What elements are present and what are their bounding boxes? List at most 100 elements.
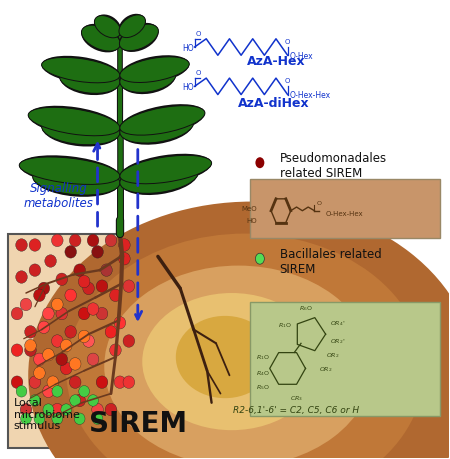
Ellipse shape <box>65 290 76 302</box>
Ellipse shape <box>28 202 450 459</box>
Text: $OR_2$: $OR_2$ <box>319 364 333 373</box>
Text: SIREM: SIREM <box>89 409 187 437</box>
Ellipse shape <box>20 403 32 416</box>
Ellipse shape <box>34 290 45 302</box>
Ellipse shape <box>74 413 85 425</box>
Text: AzA-Hex: AzA-Hex <box>247 55 306 68</box>
Ellipse shape <box>51 235 63 247</box>
FancyBboxPatch shape <box>8 234 248 448</box>
Ellipse shape <box>118 239 130 252</box>
Ellipse shape <box>28 108 120 136</box>
Ellipse shape <box>28 106 120 138</box>
Ellipse shape <box>87 235 99 247</box>
Ellipse shape <box>120 111 194 146</box>
Ellipse shape <box>88 395 99 406</box>
Ellipse shape <box>96 280 108 293</box>
Text: $OR_2$: $OR_2$ <box>326 351 339 359</box>
Ellipse shape <box>256 158 264 169</box>
Ellipse shape <box>61 404 72 415</box>
Ellipse shape <box>81 26 120 52</box>
Text: Pseudomonadales
related SIREM: Pseudomonadales related SIREM <box>279 151 387 179</box>
Ellipse shape <box>118 15 146 39</box>
Ellipse shape <box>78 276 90 288</box>
Ellipse shape <box>78 330 90 343</box>
Ellipse shape <box>87 303 99 316</box>
Text: O-Hex-Hex: O-Hex-Hex <box>290 91 331 100</box>
Ellipse shape <box>120 156 212 185</box>
Ellipse shape <box>120 162 198 194</box>
Ellipse shape <box>69 235 81 247</box>
Ellipse shape <box>29 264 41 277</box>
Ellipse shape <box>25 340 36 352</box>
Text: HO: HO <box>182 83 194 92</box>
Ellipse shape <box>38 283 50 295</box>
Text: Local
microbiome
stimulus: Local microbiome stimulus <box>14 397 80 430</box>
Ellipse shape <box>41 113 120 147</box>
Text: O: O <box>195 31 201 37</box>
Ellipse shape <box>41 56 120 85</box>
Ellipse shape <box>16 239 27 252</box>
Ellipse shape <box>110 344 121 357</box>
Ellipse shape <box>43 385 54 397</box>
Ellipse shape <box>120 56 189 85</box>
Text: Signalling
metabolites: Signalling metabolites <box>24 181 94 209</box>
Ellipse shape <box>56 274 68 286</box>
Ellipse shape <box>92 246 104 258</box>
Text: HO: HO <box>182 44 194 52</box>
Ellipse shape <box>16 271 27 284</box>
Ellipse shape <box>41 115 120 146</box>
Ellipse shape <box>41 58 120 84</box>
Ellipse shape <box>20 298 32 311</box>
Ellipse shape <box>16 386 27 397</box>
Ellipse shape <box>114 317 126 329</box>
Ellipse shape <box>94 16 121 40</box>
Ellipse shape <box>176 316 274 398</box>
Ellipse shape <box>105 235 117 247</box>
Ellipse shape <box>118 253 130 265</box>
Ellipse shape <box>105 326 117 338</box>
Ellipse shape <box>120 105 205 137</box>
Ellipse shape <box>52 386 63 397</box>
Ellipse shape <box>65 246 76 258</box>
Ellipse shape <box>60 363 72 375</box>
Text: $OR_4$': $OR_4$' <box>330 319 346 327</box>
Ellipse shape <box>51 335 63 347</box>
Ellipse shape <box>104 266 373 459</box>
Ellipse shape <box>92 413 103 425</box>
Ellipse shape <box>59 64 120 96</box>
Text: O-Hex: O-Hex <box>290 52 314 61</box>
Ellipse shape <box>11 376 23 389</box>
Ellipse shape <box>120 65 176 93</box>
Ellipse shape <box>43 404 54 415</box>
Text: $R_4$O: $R_4$O <box>256 369 270 378</box>
Ellipse shape <box>120 112 194 144</box>
Text: $R_6$O: $R_6$O <box>298 304 312 313</box>
Ellipse shape <box>52 413 63 425</box>
Ellipse shape <box>110 290 121 302</box>
Ellipse shape <box>123 335 135 347</box>
Ellipse shape <box>47 376 58 389</box>
Text: $CR_3$: $CR_3$ <box>290 394 303 403</box>
Text: O: O <box>316 201 321 206</box>
Ellipse shape <box>21 413 32 425</box>
Ellipse shape <box>101 264 112 277</box>
Ellipse shape <box>51 298 63 311</box>
Ellipse shape <box>59 66 120 94</box>
Ellipse shape <box>34 367 45 380</box>
Ellipse shape <box>114 376 126 389</box>
Ellipse shape <box>96 308 108 320</box>
Text: O: O <box>285 78 290 84</box>
Ellipse shape <box>120 63 176 95</box>
FancyBboxPatch shape <box>250 179 440 239</box>
Ellipse shape <box>51 403 63 416</box>
Text: HO: HO <box>247 218 257 224</box>
Ellipse shape <box>33 163 120 197</box>
Ellipse shape <box>11 308 23 320</box>
Ellipse shape <box>78 308 90 320</box>
Text: R2-6,1'-6' = C2, C5, C6 or H: R2-6,1'-6' = C2, C5, C6 or H <box>234 405 360 414</box>
Ellipse shape <box>56 353 68 366</box>
Ellipse shape <box>19 157 120 185</box>
Ellipse shape <box>105 403 117 416</box>
Ellipse shape <box>256 254 264 265</box>
Ellipse shape <box>123 280 135 293</box>
